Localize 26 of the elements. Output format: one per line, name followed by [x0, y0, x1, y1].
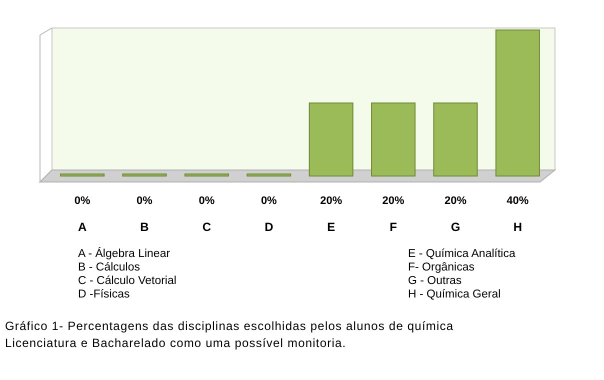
text: C - Cálculo Vetorial [78, 275, 176, 287]
text: B - Cálculos [78, 262, 140, 274]
text: E - Química Analítica [408, 248, 516, 260]
text: G - Outras [408, 275, 462, 287]
data-label: 0% [260, 195, 278, 207]
x-tick-label: F [390, 220, 397, 234]
text: F- Orgânicas [408, 262, 475, 274]
x-tick-label: A [78, 220, 87, 234]
data-label: 20% [382, 195, 405, 207]
text: H - Química Geral [408, 288, 501, 300]
data-label: 0% [198, 195, 215, 207]
x-tick-label: B [140, 220, 150, 234]
data-label: 40% [506, 195, 529, 207]
data-label: 0% [136, 195, 153, 207]
text: A - Álgebra Linear [78, 247, 170, 260]
x-tick-label: G [450, 220, 460, 234]
text: D -Físicas [78, 288, 130, 300]
data-label: 0% [74, 195, 90, 207]
text: Gráfico 1- Percentagens das disciplinas escolhidas pelos alunos de química [5, 319, 454, 333]
x-tick-label: C [202, 220, 212, 234]
x-tick-label: D [264, 220, 274, 234]
x-tick-label: H [513, 220, 522, 234]
x-tick-label: E [327, 220, 336, 234]
data-label: 20% [444, 195, 467, 207]
text: Licenciatura e Bacharelado como uma possível monitoria. [5, 336, 346, 350]
data-label: 20% [320, 195, 342, 207]
